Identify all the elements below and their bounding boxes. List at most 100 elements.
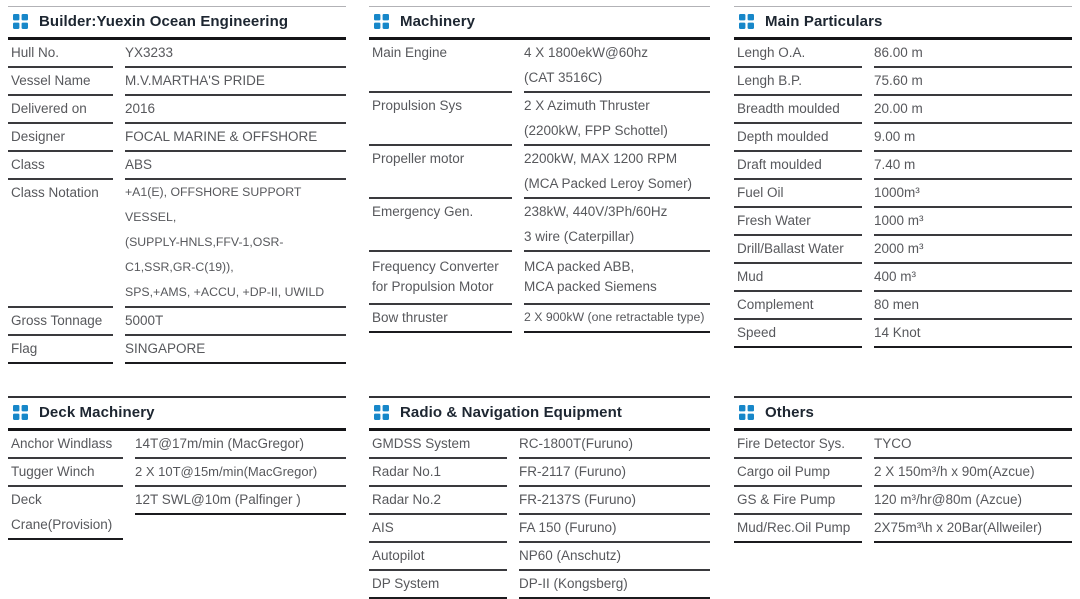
spec-label: Radar No.2 [369,487,507,515]
spec-label: Cargo oil Pump [734,459,862,487]
spec-value: 9.00 m [874,124,1072,152]
spec-row: Draft moulded 7.40 m [734,152,1072,180]
spec-row: Fire Detector Sys. TYCO [734,431,1072,459]
spec-label: Fuel Oil [734,180,862,208]
spec-label: Autopilot [369,543,507,571]
spec-label: Radar No.1 [369,459,507,487]
panel-header: Radio & Navigation Equipment [369,398,710,431]
spec-label: Deck Crane(Provision) [8,487,123,540]
spec-value: 5000T [125,308,346,336]
spec-row: Class ABS [8,152,346,180]
spec-value: RC-1800T(Furuno) [519,431,710,459]
spec-value: 1000m³ [874,180,1072,208]
spec-label: GMDSS System [369,431,507,459]
spec-value: 2000 m³ [874,236,1072,264]
spec-row: Deck Crane(Provision) 12T SWL@10m (Palfin… [8,487,346,540]
spec-value: 20.00 m [874,96,1072,124]
spec-label: Emergency Gen. [369,199,512,252]
spec-label: Speed [734,320,862,348]
spec-row: Tugger Winch 2 X 10T@15m/min(MacGregor) [8,459,346,487]
spec-label: Gross Tonnage [8,308,113,336]
grid-icon [374,14,389,29]
panel-main-particulars: Main Particulars Lengh O.A. 86.00 m Lengh … [734,6,1072,348]
spec-value: 400 m³ [874,264,1072,292]
spec-value: NP60 (Anschutz) [519,543,710,571]
spec-row: GS & Fire Pump 120 m³/hr@80m (Azcue) [734,487,1072,515]
spec-row: Hull No. YX3233 [8,40,346,68]
panel-header: Deck Machinery [8,398,346,431]
spec-row: Lengh B.P. 75.60 m [734,68,1072,96]
spec-row: Radar No.2 FR-2137S (Furuno) [369,487,710,515]
spec-value: TYCO [874,431,1072,459]
spec-value: 80 men [874,292,1072,320]
spec-label: Delivered on [8,96,113,124]
panel-title: Others [765,404,814,421]
panel-machinery: Machinery Main Engine 4 X 1800ekW@60hz (C… [369,6,710,333]
spec-value: 238kW, 440V/3Ph/60Hz 3 wire (Caterpillar… [524,199,710,252]
spec-value: 120 m³/hr@80m (Azcue) [874,487,1072,515]
spec-row: Mud/Rec.Oil Pump 2X75m³\h x 20Bar(Allweil… [734,515,1072,543]
panel-header: Machinery [369,7,710,40]
spec-rows: Anchor Windlass 14T@17m/min (MacGregor) Tu… [8,431,346,540]
grid-icon [739,405,754,420]
spec-row: Frequency Converter for Propulsion Motor… [369,252,710,305]
spec-rows: Lengh O.A. 86.00 m Lengh B.P. 75.60 m Breadt… [734,40,1072,348]
spec-row: Complement 80 men [734,292,1072,320]
spec-value: 2 X Azimuth Thruster (2200kW, FPP Schott… [524,93,710,146]
spec-label: GS & Fire Pump [734,487,862,515]
spec-row: Flag SINGAPORE [8,336,346,364]
panel-deck-machinery: Deck Machinery Anchor Windlass 14T@17m/mi… [8,396,346,540]
spec-row: AIS FA 150 (Furuno) [369,515,710,543]
spec-label: Propulsion Sys [369,93,512,146]
panel-title: Deck Machinery [39,404,155,421]
spec-label: Frequency Converter for Propulsion Motor [369,252,512,305]
spec-label: Propeller motor [369,146,512,199]
spec-value: YX3233 [125,40,346,68]
spec-label: AIS [369,515,507,543]
grid-icon [739,14,754,29]
panel-title: Radio & Navigation Equipment [400,404,622,421]
spec-row: Bow thruster 2 X 900kW (one retractable t… [369,305,710,333]
spec-value: 14T@17m/min (MacGregor) [135,431,346,459]
spec-label: Lengh O.A. [734,40,862,68]
spec-value: 2200kW, MAX 1200 RPM (MCA Packed Leroy S… [524,146,710,199]
panel-header: Main Particulars [734,7,1072,40]
panel-radio-navigation: Radio & Navigation Equipment GMDSS Syste… [369,396,710,599]
spec-value: FA 150 (Furuno) [519,515,710,543]
spec-label: Anchor Windlass [8,431,123,459]
spec-value: 75.60 m [874,68,1072,96]
panel-title: Main Particulars [765,13,883,30]
spec-value: 2 X 900kW (one retractable type) [524,305,710,333]
spec-label: Tugger Winch [8,459,123,487]
spec-row: GMDSS System RC-1800T(Furuno) [369,431,710,459]
spec-value: 2X75m³\h x 20Bar(Allweiler) [874,515,1072,543]
spec-row: Delivered on 2016 [8,96,346,124]
spec-value: 86.00 m [874,40,1072,68]
spec-value: 2016 [125,96,346,124]
spec-label: Class Notation [8,180,113,308]
spec-row: Designer FOCAL MARINE & OFFSHORE [8,124,346,152]
spec-label: Class [8,152,113,180]
spec-row: Vessel Name M.V.MARTHA'S PRIDE [8,68,346,96]
spec-label: Vessel Name [8,68,113,96]
spec-rows: Main Engine 4 X 1800ekW@60hz (CAT 3516C) P… [369,40,710,333]
spec-value: 1000 m³ [874,208,1072,236]
panel-builder: Builder:Yuexin Ocean Engineering Hull No… [8,6,346,364]
spec-label: Depth moulded [734,124,862,152]
spec-row: DP System DP-II (Kongsberg) [369,571,710,599]
spec-row: Gross Tonnage 5000T [8,308,346,336]
spec-label: Hull No. [8,40,113,68]
spec-value: 12T SWL@10m (Palfinger ) [135,487,346,515]
spec-label: Draft moulded [734,152,862,180]
panel-header: Others [734,398,1072,431]
spec-row: Anchor Windlass 14T@17m/min (MacGregor) [8,431,346,459]
panel-others: Others Fire Detector Sys. TYCO Cargo oil P… [734,396,1072,543]
spec-row: Lengh O.A. 86.00 m [734,40,1072,68]
spec-value: ABS [125,152,346,180]
spec-value: FR-2117 (Furuno) [519,459,710,487]
spec-value: 7.40 m [874,152,1072,180]
spec-row: Mud 400 m³ [734,264,1072,292]
spec-value: MCA packed ABB, MCA packed Siemens [524,252,710,305]
spec-label: Complement [734,292,862,320]
spec-row: Cargo oil Pump 2 X 150m³/h x 90m(Azcue) [734,459,1072,487]
